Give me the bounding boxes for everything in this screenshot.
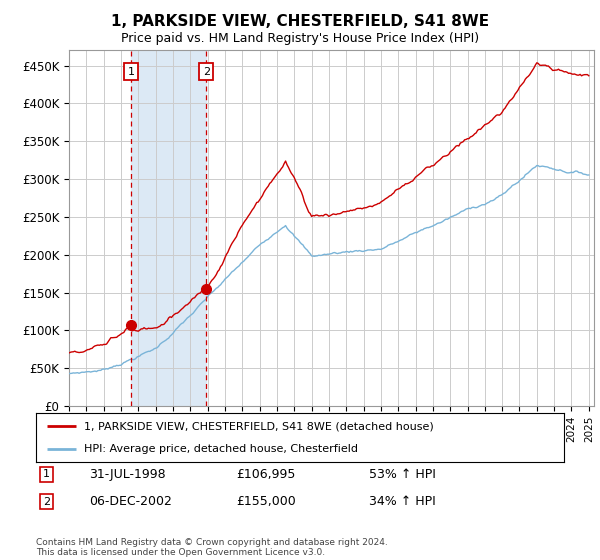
Text: £106,995: £106,995: [236, 468, 296, 481]
Text: 34% ↑ HPI: 34% ↑ HPI: [368, 495, 436, 508]
Text: Price paid vs. HM Land Registry's House Price Index (HPI): Price paid vs. HM Land Registry's House …: [121, 32, 479, 45]
Text: 1, PARKSIDE VIEW, CHESTERFIELD, S41 8WE: 1, PARKSIDE VIEW, CHESTERFIELD, S41 8WE: [111, 14, 489, 29]
Text: HPI: Average price, detached house, Chesterfield: HPI: Average price, detached house, Ches…: [83, 444, 358, 454]
Text: 2: 2: [43, 497, 50, 507]
Text: 1: 1: [43, 469, 50, 479]
Text: Contains HM Land Registry data © Crown copyright and database right 2024.
This d: Contains HM Land Registry data © Crown c…: [36, 538, 388, 557]
Bar: [131, 50, 206, 406]
Text: £155,000: £155,000: [236, 495, 296, 508]
Text: 31-JUL-1998: 31-JUL-1998: [89, 468, 166, 481]
Text: 06-DEC-2002: 06-DEC-2002: [89, 495, 172, 508]
Text: 53% ↑ HPI: 53% ↑ HPI: [368, 468, 436, 481]
Text: 2: 2: [203, 67, 210, 77]
Text: 1: 1: [128, 67, 134, 77]
Text: 1, PARKSIDE VIEW, CHESTERFIELD, S41 8WE (detached house): 1, PARKSIDE VIEW, CHESTERFIELD, S41 8WE …: [83, 421, 433, 431]
